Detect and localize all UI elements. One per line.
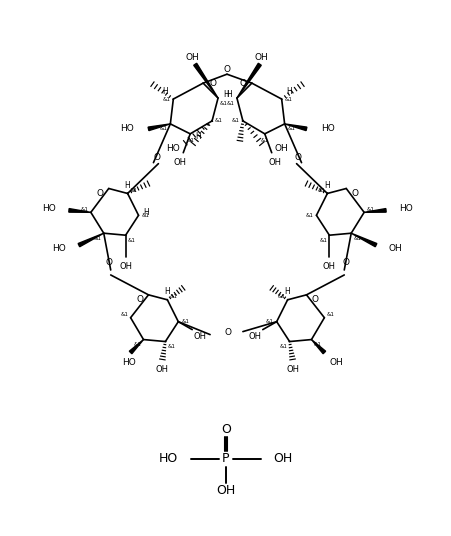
Text: OH: OH (185, 53, 199, 62)
Polygon shape (129, 340, 143, 354)
Text: H: H (125, 181, 130, 190)
Polygon shape (285, 124, 307, 131)
Text: OH: OH (249, 332, 261, 341)
Polygon shape (148, 124, 170, 131)
Text: &1: &1 (232, 118, 240, 123)
Text: &1: &1 (353, 236, 361, 241)
Text: &1: &1 (186, 138, 194, 143)
Polygon shape (194, 63, 218, 98)
Polygon shape (78, 233, 104, 247)
Text: OH: OH (174, 158, 187, 167)
Text: OH: OH (389, 244, 403, 252)
Text: O: O (294, 153, 301, 162)
Text: HO: HO (159, 452, 178, 465)
Text: &1: &1 (306, 213, 313, 218)
Polygon shape (351, 233, 377, 247)
Text: OH: OH (274, 452, 293, 465)
Text: &1: &1 (261, 138, 269, 143)
Text: P: P (222, 452, 230, 465)
Text: &1: &1 (162, 96, 170, 101)
Text: OH: OH (268, 158, 281, 167)
Text: &1: &1 (160, 126, 167, 131)
Text: O: O (105, 257, 112, 266)
Text: HO: HO (122, 358, 135, 367)
Text: &1: &1 (121, 312, 129, 317)
Text: OH: OH (323, 262, 336, 271)
Text: O: O (224, 65, 230, 74)
Text: &1: &1 (288, 126, 295, 131)
Text: &1: &1 (129, 188, 138, 193)
Text: H: H (226, 90, 232, 99)
Polygon shape (69, 209, 91, 212)
Text: OH: OH (255, 53, 269, 62)
Text: O: O (312, 295, 318, 304)
Text: &1: &1 (169, 294, 177, 299)
Text: HO: HO (166, 144, 180, 153)
Text: H: H (223, 90, 229, 99)
Text: O: O (343, 257, 350, 266)
Text: &1: &1 (215, 118, 223, 123)
Text: O: O (225, 328, 231, 337)
Text: &1: &1 (278, 294, 285, 299)
Text: H: H (195, 132, 201, 142)
Text: &1: &1 (128, 237, 135, 243)
Text: O: O (240, 79, 247, 88)
Text: O: O (137, 295, 143, 304)
Text: OH: OH (119, 262, 132, 271)
Text: O: O (209, 79, 216, 88)
Text: &1: &1 (167, 344, 175, 349)
Text: OH: OH (193, 332, 207, 341)
Text: HO: HO (42, 204, 56, 213)
Polygon shape (237, 63, 261, 98)
Text: O: O (221, 423, 231, 436)
Text: H: H (165, 287, 170, 296)
Text: H: H (143, 208, 149, 217)
Polygon shape (364, 209, 386, 212)
Text: &1: &1 (227, 101, 235, 106)
Text: H: H (163, 87, 168, 95)
Text: OH: OH (275, 144, 289, 153)
Text: &1: &1 (142, 213, 149, 218)
Text: H: H (287, 87, 292, 95)
Text: OH: OH (329, 358, 343, 367)
Text: &1: &1 (81, 207, 89, 212)
Text: OH: OH (286, 365, 299, 374)
Text: HO: HO (52, 244, 66, 252)
Text: &1: &1 (133, 342, 142, 347)
Text: HO: HO (322, 124, 335, 133)
Text: &1: &1 (181, 319, 189, 324)
Text: &1: &1 (366, 207, 374, 212)
Text: OH: OH (216, 484, 235, 497)
Text: &1: &1 (94, 236, 102, 241)
Text: O: O (154, 153, 161, 162)
Text: &1: &1 (220, 101, 228, 106)
Text: H: H (285, 287, 290, 296)
Text: &1: &1 (313, 342, 321, 347)
Text: O: O (351, 189, 358, 198)
Text: &1: &1 (285, 96, 293, 101)
Text: H: H (324, 181, 330, 190)
Text: &1: &1 (280, 344, 288, 349)
Text: &1: &1 (318, 188, 325, 193)
Text: &1: &1 (266, 319, 274, 324)
Text: HO: HO (120, 124, 133, 133)
Text: &1: &1 (327, 312, 334, 317)
Text: OH: OH (156, 365, 169, 374)
Text: HO: HO (399, 204, 413, 213)
Polygon shape (312, 340, 326, 354)
Text: &1: &1 (319, 237, 327, 243)
Text: O: O (97, 189, 104, 198)
